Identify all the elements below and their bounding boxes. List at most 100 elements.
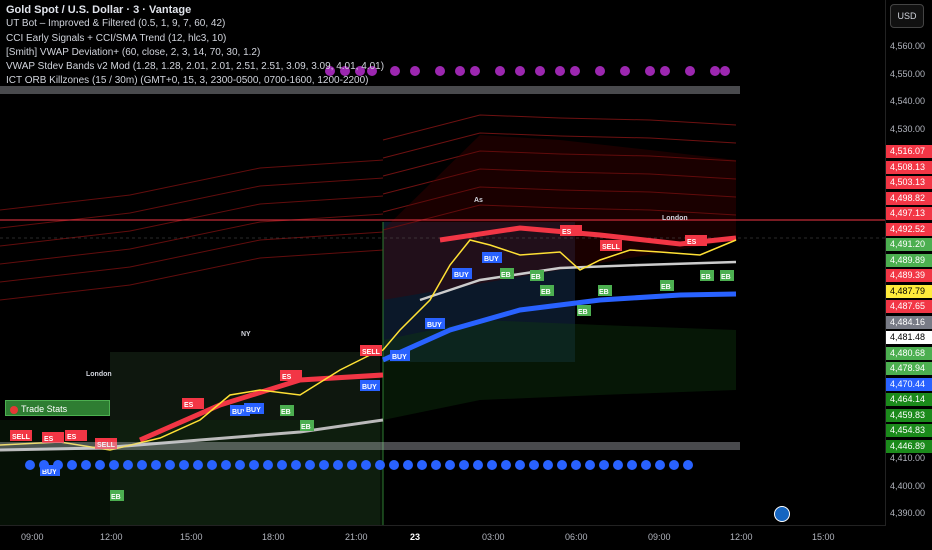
time-tick: 09:00 [21,532,44,542]
cci-trend-dot [221,460,231,470]
buy-signal-label: BUY [232,409,247,416]
eb-signal [300,420,314,431]
cci-trend-dot [627,460,637,470]
sell-signal-label: ES [687,239,697,246]
eb-signal-label: EB [281,409,291,416]
sell-signal-label: ES [562,229,572,236]
eb-signal-label: EB [501,272,511,279]
eb-signal [598,285,612,296]
price-tag: 4,508.13 [886,160,932,174]
cci-signal-dot [710,66,720,76]
eb-signal-label: EB [661,284,671,291]
trade-stats-panel[interactable]: Trade Stats [5,400,110,416]
buy-signal-label: BUY [392,354,407,361]
cci-trend-dot [137,460,147,470]
sell-signal-label: ES [184,402,194,409]
time-tick: 21:00 [345,532,368,542]
price-tag: 4,487.65 [886,300,932,313]
price-tag: 4,498.82 [886,191,932,205]
buy-signal [390,350,410,361]
indicator-cci[interactable]: CCI Early Signals + CCI/SMA Trend (12, h… [6,32,227,44]
cci-trend-dot [459,460,469,470]
price-chart-canvas[interactable]: SELL ES ESSELLESESSELLESESSELLBUYBUYBUYBUY… [0,0,886,526]
eb-signal [280,405,294,416]
cci-signal-dot [660,66,670,76]
deviation-band-right [382,132,737,159]
cci-trend-dot [599,460,609,470]
price-tick: 4,410.00 [890,453,926,463]
cci-trend-dot [515,460,525,470]
price-tick: 4,400.00 [890,481,926,491]
buy-signal [230,405,250,416]
time-tick: 03:00 [482,532,505,542]
vwap-line-mid [419,260,737,302]
cci-signal-dot [410,66,420,76]
sell-signal [95,438,117,449]
session-label-london: London [86,371,112,378]
economic-event-flag-icon[interactable] [774,506,790,522]
cci-trend-dot [109,460,119,470]
cci-signal-dot [620,66,630,76]
cci-trend-dot [487,460,497,470]
buy-signal [40,465,60,476]
buy-signal-label: BUY [454,272,469,279]
deviation-band-right [382,150,737,177]
sell-signal-label: SELL [97,442,116,449]
cci-signal-dot [355,66,365,76]
sell-signal [182,398,204,409]
price-tag: 4,478.94 [886,362,932,375]
eb-signal-label: EB [599,289,609,296]
cci-trend-dot [291,460,301,470]
cci-trend-dot [165,460,175,470]
price-tag: 4,454.83 [886,424,932,437]
indicator-ict-orb[interactable]: ICT ORB Killzones (15 / 30m) (GMT+0, 15,… [6,75,369,87]
vwap-line-grey [0,418,384,452]
price-tag: 4,489.39 [886,269,932,282]
time-tick: 15:00 [180,532,203,542]
cci-signal-dot [515,66,525,76]
sell-signal [65,430,87,441]
eb-signal-label: EB [531,274,541,281]
price-tick: 4,550.00 [890,69,926,79]
cci-trend-dot [403,460,413,470]
cci-signal-dot [535,66,545,76]
cci-trend-dot [151,460,161,470]
currency-button[interactable]: USD [890,4,924,28]
cci-trend-dot [571,460,581,470]
symbol-title[interactable]: Gold Spot / U.S. Dollar · 3 · Vantage [6,4,192,16]
eb-signal [530,270,544,281]
indicator-vwap-deviation[interactable]: [Smith] VWAP Deviation+ (60, close, 2, 3… [6,46,261,58]
time-tick: 09:00 [648,532,671,542]
cci-trend-dot [529,460,539,470]
cci-trend-dot [207,460,217,470]
indicator-ut-bot[interactable]: UT Bot – Improved & Filtered (0.5, 1, 9,… [6,18,226,30]
eb-signal-label: EB [701,274,711,281]
price-tick: 4,560.00 [890,41,926,51]
sell-signal [600,240,622,251]
trade-stats-label: Trade Stats [21,404,68,414]
time-tick: 06:00 [565,532,588,542]
eb-signal [700,270,714,281]
cci-trend-dot [95,460,105,470]
cci-trend-dot [123,460,133,470]
cci-signal-dot [340,66,350,76]
session-label-ny: NY [241,331,251,338]
buy-signal [482,252,502,263]
cci-trend-dot [347,460,357,470]
time-axis[interactable]: 09:00 12:00 15:00 18:00 21:00 23 03:00 06:00 09:… [0,525,886,550]
sell-signal-label: ES [44,436,54,443]
price-axis[interactable]: 4,560.004,550.004,540.004,530.004,420.00… [885,0,932,526]
cci-trend-dot [333,460,343,470]
buy-signal [360,380,380,391]
cci-trend-dot [235,460,245,470]
indicator-vwap-stdev-bands[interactable]: VWAP Stdev Bands v2 Mod (1.28, 1.28, 2.0… [6,61,385,73]
eb-signal [540,285,554,296]
cci-trend-dot [193,460,203,470]
price-tag: 4,516.07 [886,145,932,158]
vwap-line-blue [381,291,737,363]
cci-trend-dot [319,460,329,470]
killzone-label-strip [0,86,740,94]
sell-signal [685,235,707,246]
sell-signal [360,345,382,356]
